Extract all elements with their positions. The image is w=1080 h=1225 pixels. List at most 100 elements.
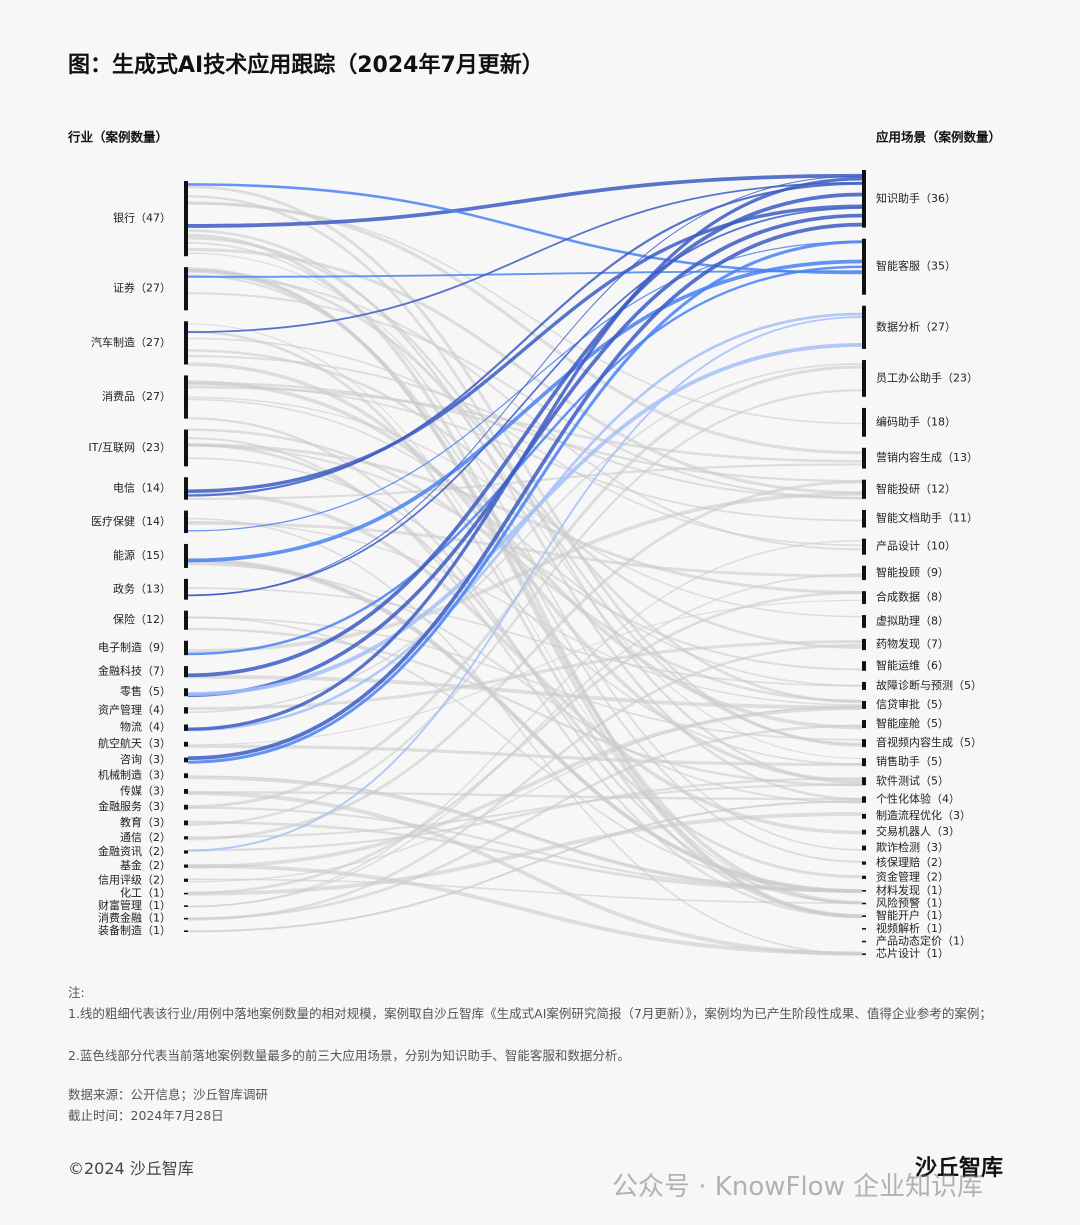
flow bbox=[187, 292, 863, 499]
left-node-label: 保险（12） bbox=[113, 612, 171, 626]
flow bbox=[187, 398, 863, 687]
left-node-label: 物流（4） bbox=[120, 720, 171, 734]
flow bbox=[187, 878, 863, 904]
note-line: 2.蓝色线部分代表当前落地案例数量最多的前三大应用场景，分别为知识助手、智能客服… bbox=[68, 1048, 630, 1063]
flow bbox=[187, 330, 863, 918]
left-node bbox=[184, 892, 188, 895]
right-node-label: 音视频内容生成（5） bbox=[876, 735, 982, 749]
chart-title: 图：生成式AI技术应用跟踪（2024年7月更新） bbox=[68, 52, 544, 78]
left-node-label: 消费品（27） bbox=[102, 389, 171, 403]
flow bbox=[187, 428, 863, 703]
flow bbox=[187, 247, 863, 495]
flow bbox=[187, 349, 863, 649]
right-node bbox=[862, 890, 866, 892]
flow bbox=[187, 343, 863, 696]
right-node-label: 制造流程优化（3） bbox=[876, 808, 971, 822]
note-heading: 注: bbox=[68, 985, 85, 1000]
right-node bbox=[862, 928, 866, 930]
flow bbox=[187, 252, 863, 759]
right-node bbox=[862, 638, 866, 651]
right-node-label: 核保理赔（2） bbox=[876, 855, 949, 869]
flow bbox=[187, 259, 863, 563]
left-node-label: 信用评级（2） bbox=[98, 873, 171, 886]
left-node bbox=[184, 850, 188, 854]
right-node-label: 个性化体验（4） bbox=[876, 792, 960, 806]
right-node bbox=[862, 407, 866, 437]
flow bbox=[187, 355, 863, 500]
left-node bbox=[184, 578, 188, 600]
right-node-label: 智能投顾（9） bbox=[876, 565, 949, 579]
left-node-label: 金融科技（7） bbox=[98, 664, 171, 678]
right-node-label: 员工办公助手（23） bbox=[876, 370, 978, 384]
flow bbox=[187, 437, 863, 918]
chart: 图：生成式AI技术应用跟踪（2024年7月更新） 行业（案例数量） 应用场景（案… bbox=[67, 52, 1001, 960]
flow bbox=[187, 539, 863, 908]
right-node-label: 智能座舱（5） bbox=[876, 716, 949, 730]
right-node-label: 软件测试（5） bbox=[876, 773, 949, 787]
flow bbox=[187, 316, 863, 852]
left-node bbox=[184, 181, 188, 257]
right-node-label: 产品动态定价（1） bbox=[876, 934, 971, 948]
right-node bbox=[862, 902, 866, 905]
left-node-label: 汽车制造（27） bbox=[91, 335, 171, 349]
right-node-label: 智能文档助手（11） bbox=[876, 511, 978, 525]
left-node bbox=[184, 789, 188, 794]
flow bbox=[187, 265, 863, 656]
left-node bbox=[184, 321, 188, 365]
date: 截止时间：2024年7月28日 bbox=[68, 1108, 224, 1123]
flow bbox=[187, 192, 863, 678]
flow bbox=[187, 177, 863, 731]
right-node bbox=[862, 238, 866, 295]
right-node-label: 资金管理（2） bbox=[876, 869, 949, 883]
note-line: 1.线的粗细代表该行业/用例中落地案例数量的相对规模，案例取自沙丘智库《生成式A… bbox=[68, 1006, 992, 1021]
left-node bbox=[184, 741, 188, 747]
flow bbox=[187, 777, 863, 852]
right-node bbox=[862, 565, 866, 581]
right-node-label: 智能客服（35） bbox=[876, 259, 956, 273]
right-header: 应用场景（案例数量） bbox=[876, 130, 1001, 145]
flow bbox=[187, 587, 863, 687]
right-node bbox=[862, 170, 866, 228]
right-node-label: 芯片设计（1） bbox=[876, 946, 949, 960]
left-node-label: IT/互联网（23） bbox=[88, 441, 171, 454]
left-node-label: 基金（2） bbox=[120, 858, 171, 872]
left-node-label: 装备制造（1） bbox=[98, 923, 171, 937]
right-node-label: 视频解析（1） bbox=[876, 921, 949, 935]
flow bbox=[187, 643, 863, 921]
flow bbox=[187, 480, 863, 841]
right-node-label: 信贷审批（5） bbox=[876, 697, 949, 711]
logo: 沙丘智库 bbox=[915, 1156, 1004, 1181]
flow bbox=[187, 365, 863, 809]
right-node bbox=[862, 861, 866, 865]
left-node bbox=[184, 610, 188, 630]
right-node-label: 欺诈检测（3） bbox=[876, 840, 949, 854]
left-node-label: 金融服务（3） bbox=[98, 799, 171, 813]
left-node bbox=[184, 757, 188, 763]
left-node-label: 航空航天（3） bbox=[98, 736, 171, 750]
right-node-label: 销售助手（5） bbox=[876, 754, 949, 768]
left-node-label: 金融资讯（2） bbox=[98, 844, 171, 858]
left-node bbox=[184, 640, 188, 656]
flow bbox=[187, 559, 863, 894]
right-node bbox=[862, 360, 866, 397]
flow bbox=[187, 175, 863, 597]
right-node-label: 药物发现（7） bbox=[876, 637, 949, 651]
right-node-label: 编码助手（18） bbox=[876, 414, 956, 428]
flow bbox=[187, 181, 863, 334]
left-node-label: 资产管理（4） bbox=[98, 702, 171, 716]
flow bbox=[187, 240, 863, 764]
flow bbox=[187, 182, 863, 497]
flow bbox=[187, 363, 863, 714]
left-node-label: 电子制造（9） bbox=[98, 640, 171, 654]
right-node-label: 数据分析（27） bbox=[876, 319, 956, 333]
left-node-label: 政务（13） bbox=[113, 581, 171, 595]
flow bbox=[187, 783, 863, 839]
flow bbox=[187, 616, 863, 741]
flow bbox=[187, 269, 863, 704]
left-node bbox=[184, 429, 188, 467]
left-node bbox=[184, 724, 188, 731]
flow bbox=[187, 573, 863, 908]
flows bbox=[187, 173, 863, 956]
flow bbox=[187, 185, 863, 747]
left-node bbox=[184, 878, 188, 882]
